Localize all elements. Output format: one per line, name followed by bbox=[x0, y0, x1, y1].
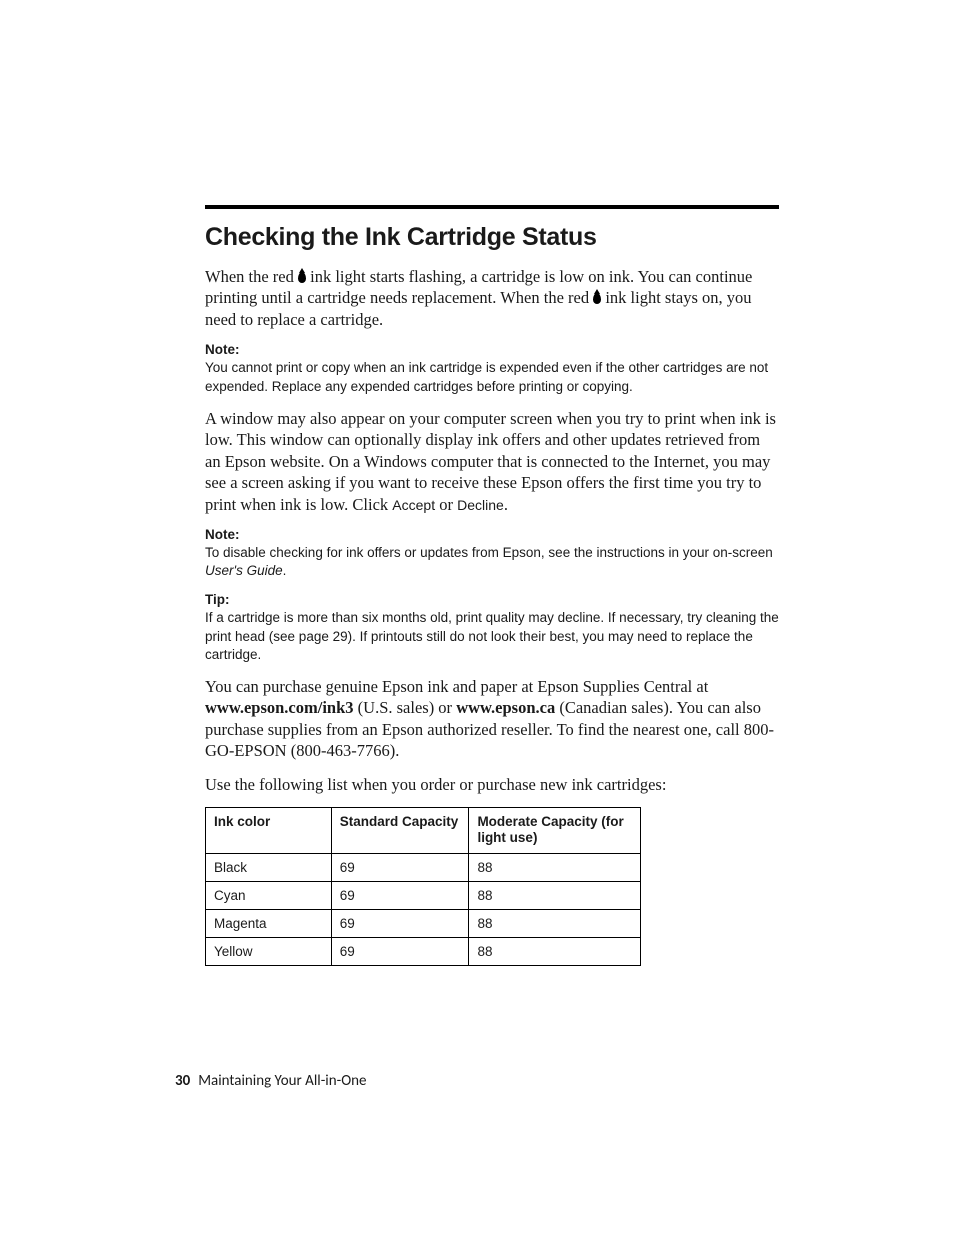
cell-standard: 69 bbox=[331, 937, 469, 965]
cell-standard: 69 bbox=[331, 881, 469, 909]
users-guide-ref: User's Guide bbox=[205, 563, 283, 578]
footer-title: Maintaining Your All-in-One bbox=[198, 1072, 366, 1090]
note-text: . bbox=[283, 563, 287, 578]
cell-moderate: 88 bbox=[469, 853, 641, 881]
cell-color: Yellow bbox=[206, 937, 332, 965]
th-ink-color: Ink color bbox=[206, 808, 332, 853]
page-number: 30 bbox=[175, 1072, 190, 1090]
note-text: To disable checking for ink offers or up… bbox=[205, 545, 773, 560]
table-row: Cyan 69 88 bbox=[206, 881, 641, 909]
para-text: or bbox=[435, 495, 457, 514]
note-body: To disable checking for ink offers or up… bbox=[205, 544, 779, 580]
decline-label: Decline bbox=[457, 497, 504, 513]
note-body: You cannot print or copy when an ink car… bbox=[205, 359, 779, 395]
cell-standard: 69 bbox=[331, 853, 469, 881]
cell-color: Black bbox=[206, 853, 332, 881]
intro-paragraph: When the red ink light starts flashing, … bbox=[205, 266, 779, 330]
th-moderate: Moderate Capacity (for light use) bbox=[469, 808, 641, 853]
note-label: Note: bbox=[205, 527, 779, 542]
table-row: Yellow 69 88 bbox=[206, 937, 641, 965]
cell-moderate: 88 bbox=[469, 937, 641, 965]
manual-page: Checking the Ink Cartridge Status When t… bbox=[0, 0, 954, 1235]
note-label: Note: bbox=[205, 342, 779, 357]
intro-text-a: When the red bbox=[205, 267, 298, 286]
page-footer: 30 Maintaining Your All-in-One bbox=[175, 1072, 367, 1090]
accept-label: Accept bbox=[392, 497, 435, 513]
cell-moderate: 88 bbox=[469, 909, 641, 937]
para-text: . bbox=[504, 495, 508, 514]
url-epson-ca: www.epson.ca bbox=[456, 698, 555, 717]
tip-body: If a cartridge is more than six months o… bbox=[205, 609, 779, 664]
ink-drop-icon bbox=[593, 293, 601, 304]
cell-moderate: 88 bbox=[469, 881, 641, 909]
table-header-row: Ink color Standard Capacity Moderate Cap… bbox=[206, 808, 641, 853]
para-text: (U.S. sales) or bbox=[354, 698, 457, 717]
cell-color: Cyan bbox=[206, 881, 332, 909]
window-paragraph: A window may also appear on your compute… bbox=[205, 408, 779, 515]
cell-standard: 69 bbox=[331, 909, 469, 937]
ink-drop-icon bbox=[298, 272, 306, 283]
purchase-paragraph: You can purchase genuine Epson ink and p… bbox=[205, 676, 779, 762]
table-intro: Use the following list when you order or… bbox=[205, 774, 779, 795]
url-ink3: www.epson.com/ink3 bbox=[205, 698, 354, 717]
section-rule bbox=[205, 205, 779, 209]
table-row: Black 69 88 bbox=[206, 853, 641, 881]
th-standard: Standard Capacity bbox=[331, 808, 469, 853]
section-heading: Checking the Ink Cartridge Status bbox=[205, 223, 779, 252]
tip-label: Tip: bbox=[205, 592, 779, 607]
para-text: You can purchase genuine Epson ink and p… bbox=[205, 677, 708, 696]
table-row: Magenta 69 88 bbox=[206, 909, 641, 937]
cell-color: Magenta bbox=[206, 909, 332, 937]
ink-cartridge-table: Ink color Standard Capacity Moderate Cap… bbox=[205, 807, 641, 965]
table-body: Black 69 88 Cyan 69 88 Magenta 69 88 Yel… bbox=[206, 853, 641, 965]
